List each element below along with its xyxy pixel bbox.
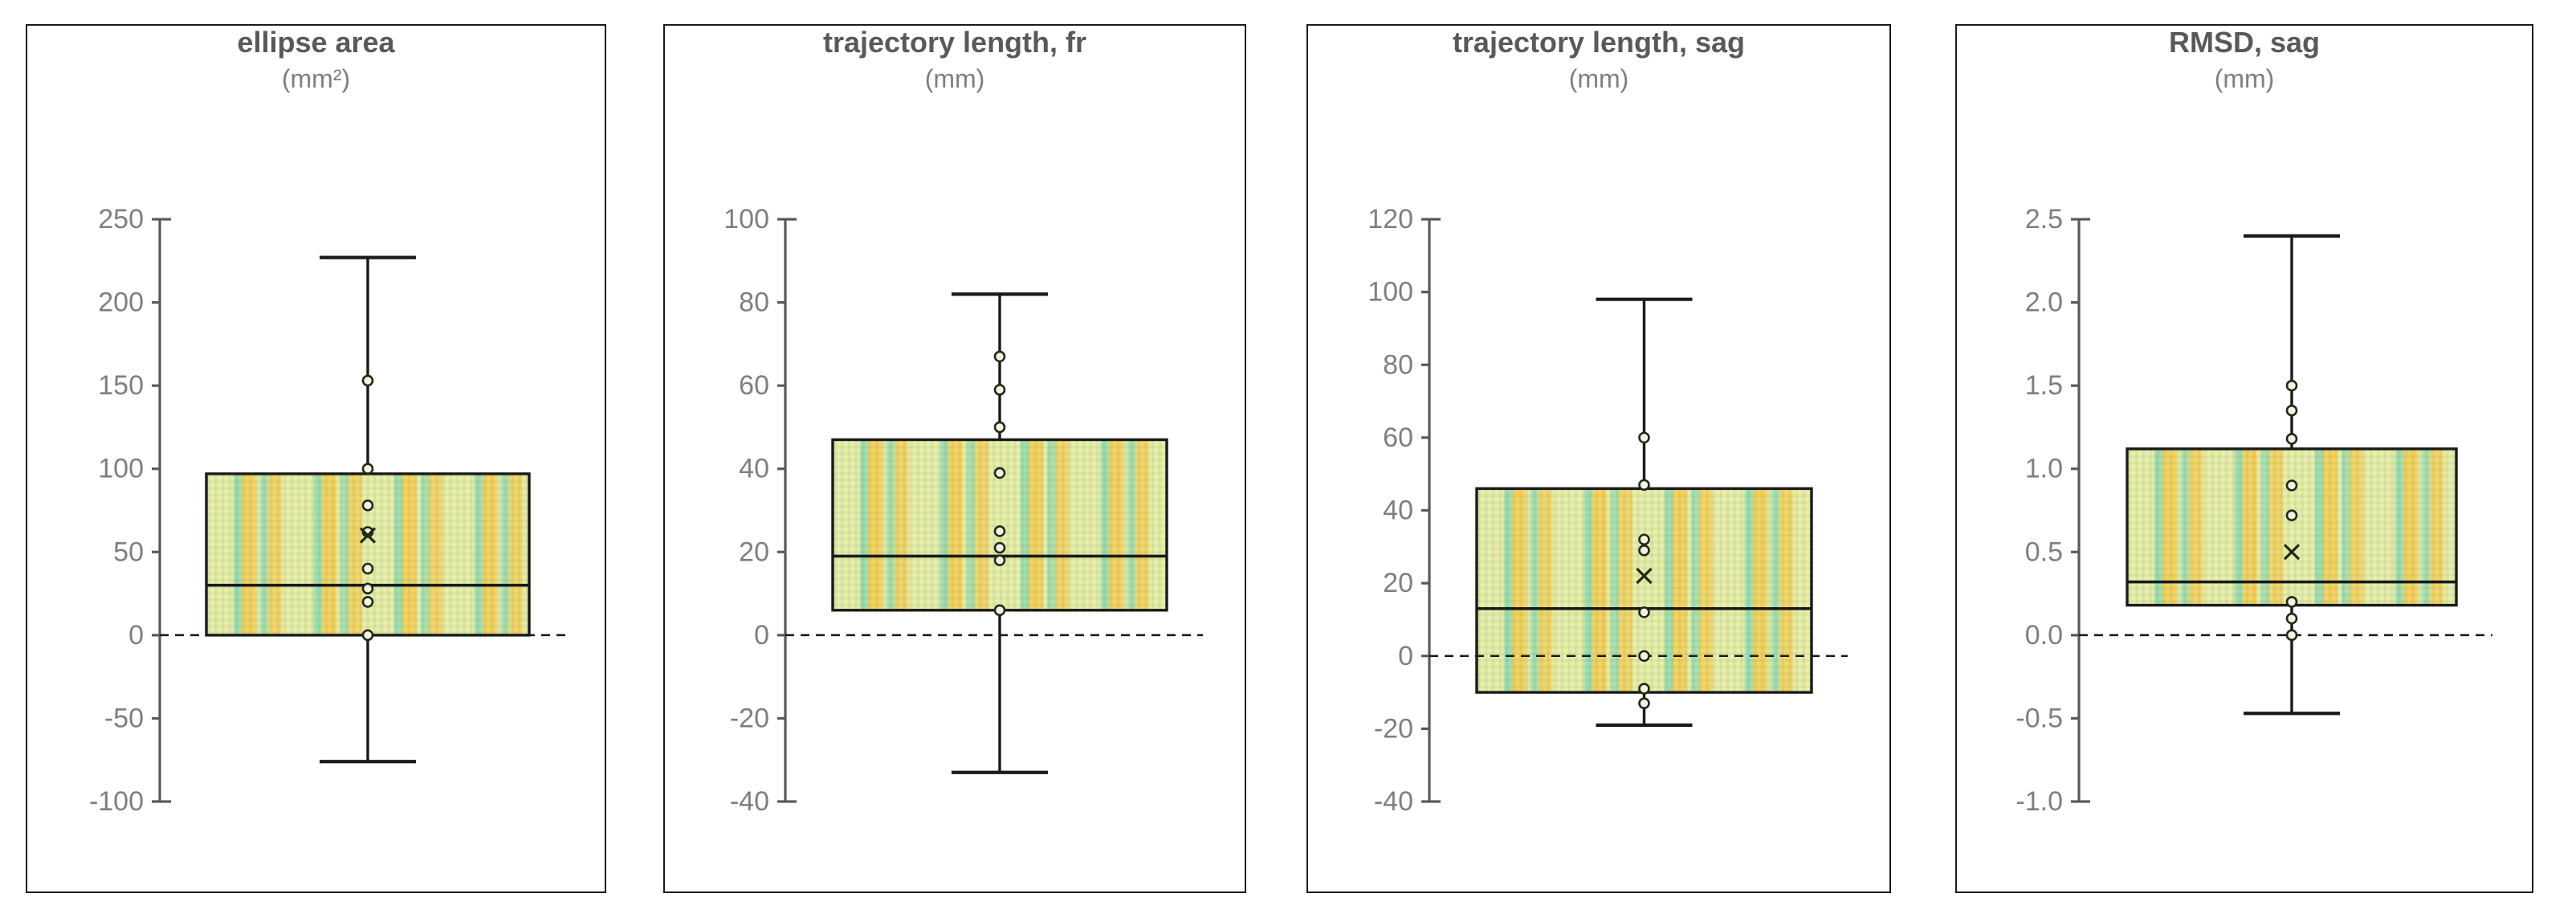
svg-text:-1.0: -1.0 — [2016, 786, 2063, 817]
svg-text:1.5: 1.5 — [2025, 370, 2063, 401]
svg-text:2.0: 2.0 — [2025, 288, 2063, 318]
svg-text:0: 0 — [128, 620, 144, 651]
svg-text:-20: -20 — [1374, 713, 1413, 744]
svg-text:80: 80 — [739, 288, 769, 318]
svg-text:0: 0 — [754, 620, 769, 651]
svg-text:-40: -40 — [1374, 786, 1413, 817]
svg-text:-100: -100 — [89, 786, 144, 817]
svg-text:40: 40 — [739, 454, 769, 484]
svg-text:-40: -40 — [730, 786, 769, 817]
svg-text:20: 20 — [1383, 568, 1413, 598]
svg-text:2.5: 2.5 — [2025, 204, 2063, 235]
svg-text:60: 60 — [739, 370, 769, 401]
svg-text:100: 100 — [723, 204, 769, 235]
svg-text:-50: -50 — [104, 703, 144, 733]
svg-text:60: 60 — [1383, 422, 1413, 453]
svg-text:0.5: 0.5 — [2025, 536, 2063, 567]
svg-text:0.0: 0.0 — [2025, 620, 2063, 651]
svg-text:150: 150 — [98, 370, 144, 401]
svg-text:1.0: 1.0 — [2025, 454, 2063, 484]
svg-text:0: 0 — [1398, 641, 1413, 671]
svg-text:100: 100 — [1367, 277, 1413, 308]
svg-text:20: 20 — [739, 536, 769, 567]
svg-text:40: 40 — [1383, 496, 1413, 526]
svg-text:-0.5: -0.5 — [2016, 703, 2063, 733]
svg-text:50: 50 — [113, 536, 144, 567]
svg-text:80: 80 — [1383, 349, 1413, 380]
svg-text:120: 120 — [1367, 204, 1413, 235]
svg-text:-20: -20 — [730, 703, 769, 733]
svg-text:200: 200 — [98, 288, 144, 318]
svg-text:250: 250 — [98, 204, 144, 235]
svg-text:100: 100 — [98, 454, 144, 484]
